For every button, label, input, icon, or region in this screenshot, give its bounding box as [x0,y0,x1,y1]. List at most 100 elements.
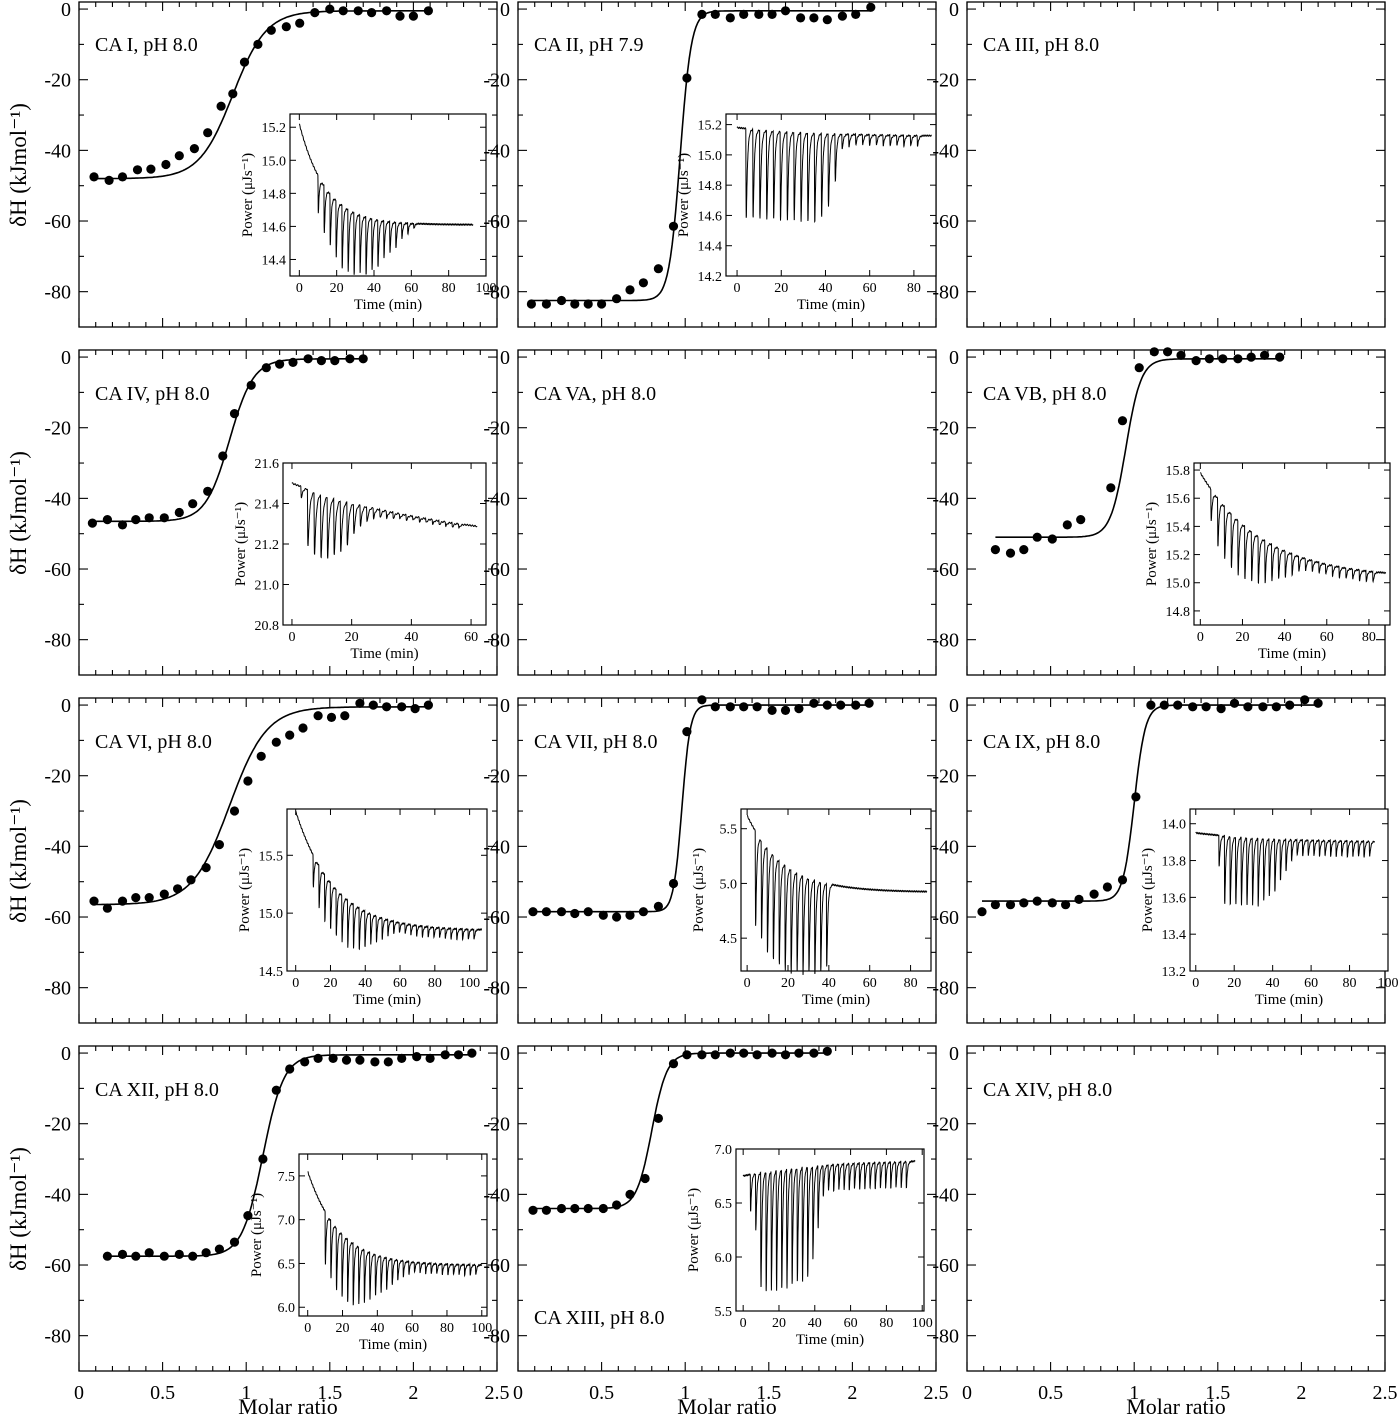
data-point [809,698,819,708]
inset-y-tick-label: 15.6 [1166,492,1191,507]
data-point [453,1050,464,1060]
inset-power-trace [307,1171,483,1306]
data-point [640,1173,650,1184]
data-point [837,11,848,21]
inset-y-tick-label: 14.8 [1166,605,1191,620]
x-tick-label: 2 [847,1382,857,1404]
data-point [739,702,749,712]
y-tick-label: -40 [483,488,510,510]
fit-curve [533,1052,828,1210]
inset-y-tick-label: 14.8 [698,179,723,194]
panel-ca-ix: 0 -20 -40 -60 -80 CA IX, pH 8.0 0 20 40 60 80 100 13… [932,695,1399,1024]
inset-x-tick-label: 20 [1235,630,1249,645]
data-point [570,908,580,919]
inset-y-tick-label: 14.6 [698,209,723,224]
y-tick-label: -60 [44,559,71,581]
data-point [330,356,340,366]
inset-thermogram: 0 20 40 60 80 100 6.0 6.5 7.0 7.5 Time (min) Power … [249,1153,492,1353]
inset-x-tick-label: 20 [345,630,359,645]
y-tick-label: 0 [949,1043,959,1065]
x-tick-label: 0 [962,1382,972,1404]
inset-thermogram: 0 20 40 60 20.8 21.0 21.2 21.4 21.6 Time (min) Pow… [233,457,487,662]
data-point [682,1050,692,1060]
data-point [682,727,692,737]
data-point [340,711,350,721]
y-tick-label: -60 [483,1255,510,1277]
data-point [368,700,378,710]
data-point [625,910,635,920]
inset-y-tick-label: 5.5 [720,823,738,838]
data-point [229,1237,240,1247]
data-point [189,144,199,154]
data-point [243,1211,253,1221]
inset-y-tick-label: 13.6 [1162,891,1187,906]
data-point [266,25,276,35]
inset-x-tick-label: 100 [912,1316,933,1331]
panel-label: CA IX, pH 8.0 [983,731,1100,753]
inset-x-tick-label: 0 [304,1321,311,1336]
data-point [668,1059,679,1069]
inset-y-tick-label: 15.8 [1166,464,1191,479]
data-point [612,912,622,922]
panel-frame [517,349,937,676]
inset-y-axis-label: Power (μJs⁻¹) [249,1193,265,1277]
data-point [1300,695,1310,705]
x-tick-label: 0.5 [1038,1382,1063,1404]
inset-power-trace [298,123,474,275]
data-point [851,700,861,710]
inset-y-tick-label: 6.5 [278,1257,296,1272]
data-point [625,285,635,295]
data-point [117,1249,128,1259]
data-point [612,1200,622,1210]
data-point [310,8,320,18]
inset-y-tick-label: 6.0 [715,1251,733,1266]
y-tick-label: -60 [44,211,71,233]
data-point [159,513,169,523]
inset-y-tick-label: 5.5 [715,1305,733,1320]
inset-x-tick-label: 40 [1266,976,1280,991]
y-tick-label: -40 [932,836,959,858]
inset-y-axis-label: Power (μJs⁻¹) [676,153,692,237]
y-tick-label: -40 [44,140,71,162]
data-point [668,221,679,231]
data-point [541,907,552,917]
data-point [1032,896,1042,906]
inset-thermogram: 0 20 40 60 80 100 14.5 15.0 15.5 Time (min) Power … [237,808,488,1008]
x-tick-label: 2 [1296,1382,1306,1404]
data-point [1173,700,1183,710]
y-tick-label: -20 [932,766,959,788]
inset-thermogram: 0 20 40 60 80 100 13.2 13.4 13.6 13.8 14.0 Time (mi… [1140,808,1399,1008]
y-tick-label: -60 [932,907,959,929]
data-point [397,702,407,712]
inset-thermogram: 0 20 40 60 80 14.2 14.4 14.6 14.8 15.0 15.2 Time (m… [676,113,937,313]
data-point [822,1046,832,1056]
inset-x-tick-label: 40 [358,976,372,991]
y-tick-label: -40 [483,140,510,162]
inset-frame [1189,808,1389,972]
data-point [780,705,791,716]
inset-x-tick-label: 0 [744,976,751,991]
data-point [159,889,169,899]
data-point [1047,534,1057,544]
inset-x-tick-label: 0 [1197,630,1204,645]
data-point [1134,363,1144,373]
y-tick-label: -60 [932,1255,959,1277]
x-tick-label: 0 [513,1382,523,1404]
inset-x-tick-label: 0 [296,281,303,296]
data-point [851,9,861,19]
y-tick-label: -60 [44,907,71,929]
data-point [625,1189,635,1199]
data-point [102,1251,112,1261]
data-point [146,164,156,174]
y-tick-label: -60 [483,907,510,929]
data-point [739,1048,749,1058]
data-point [1233,354,1243,364]
x-axis-label-col-3: Molar ratio [1126,1394,1226,1419]
data-point [1089,889,1099,899]
data-point [423,6,433,16]
data-point [1005,900,1016,910]
data-point [822,15,832,25]
data-point [288,357,298,367]
data-point [229,806,240,816]
